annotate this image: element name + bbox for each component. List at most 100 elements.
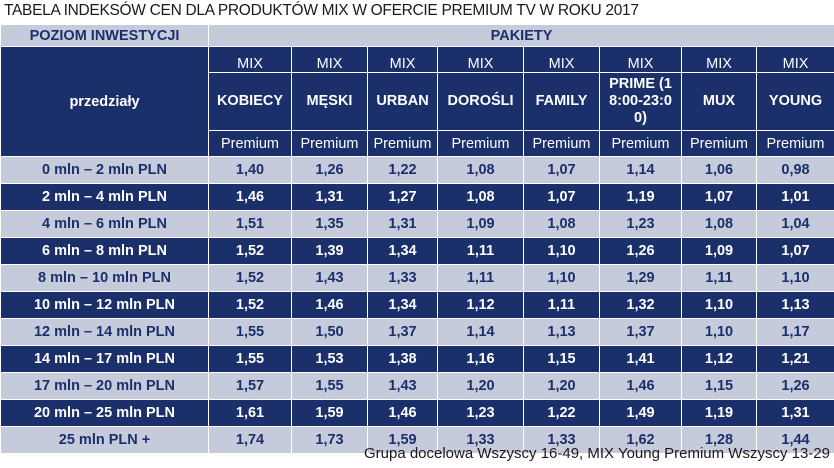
range-cell: 8 mln – 10 mln PLN [0,264,209,292]
index-value-cell: 1,50 [291,318,368,346]
range-cell: 14 mln – 17 mln PLN [0,345,209,373]
index-value-cell: 1,46 [599,372,682,400]
index-value-cell: 1,12 [437,291,524,319]
package-name: MUX [681,72,757,131]
index-value-cell: 1,23 [437,399,524,427]
table-row: 25 mln PLN +1,74 1,73 1,59 1,33 1,33 1,62 1,28… [0,426,834,454]
index-value-cell: 1,55 [208,318,292,346]
package-name: DOROŚLI [437,72,524,131]
index-value-cell: 1,59 [291,399,368,427]
index-value-cell: 1,12 [681,345,757,373]
header-row-prefix: przedziały MIX MIX MIX MIX MIX MIX MIX MIX [0,46,834,157]
table-row: 14 mln – 17 mln PLN 1,55 1,53 1,38 1,16 1,15 1… [0,345,834,373]
header-packages: PAKIETY [207,24,834,47]
index-value-cell: 1,44 [755,426,834,454]
index-value-cell: 1,13 [523,318,600,346]
range-cell: 25 mln PLN + [0,426,209,454]
index-value-cell: 1,31 [367,210,438,238]
range-cell: 20 mln – 25 mln PLN [0,399,209,427]
range-cell: 0 mln – 2 mln PLN [0,156,209,184]
index-value-cell: 1,19 [599,183,682,211]
package-name: KOBIECY [208,72,292,131]
index-value-cell: 1,41 [599,345,682,373]
index-value-cell: 1,33 [367,264,438,292]
header-row-suffix: Premium Premium Premium Premium Premium Premi… [1,130,834,157]
package-prefix: MIX [208,46,292,73]
table-row: 12 mln – 14 mln PLN 1,55 1,50 1,37 1,14 1,13 1… [0,318,834,346]
package-name: YOUNG [755,72,834,131]
index-value-cell: 1,43 [291,264,368,292]
index-value-cell: 1,20 [523,372,600,400]
index-value-cell: 1,55 [291,372,368,400]
index-value-cell: 1,40 [208,156,292,184]
index-value-cell: 1,15 [523,345,600,373]
index-value-cell: 1,31 [755,399,834,427]
index-value-cell: 1,17 [755,318,834,346]
index-value-cell: 1,33 [523,426,600,454]
index-value-cell: 1,57 [208,372,292,400]
footnote: Grupa docelowa Wszyscy 16-49, MIX Young … [363,445,830,462]
index-value-cell: 1,19 [681,399,757,427]
package-prefix: MIX [291,46,368,73]
range-cell: 4 mln – 6 mln PLN [0,210,209,238]
index-value-cell: 1,37 [367,318,438,346]
index-value-cell: 1,46 [208,183,292,211]
package-name: MĘSKI [291,72,368,131]
index-value-cell: 1,46 [367,399,438,427]
index-value-cell: 1,11 [437,264,524,292]
index-value-cell: 1,10 [523,264,600,292]
index-value-cell: 1,11 [437,237,524,265]
package-suffix: Premium [208,130,292,157]
index-value-cell: 1,29 [599,264,682,292]
index-value-cell: 1,08 [523,210,600,238]
index-value-cell: 1,08 [437,156,524,184]
index-value-cell: 1,38 [367,345,438,373]
index-value-cell: 1,28 [681,426,757,454]
index-value-cell: 1,31 [291,183,368,211]
table-header: POZIOM INWESTYCJI PAKIETY przedziały MIX… [0,24,834,157]
index-value-cell: 1,20 [437,372,524,400]
range-cell: 2 mln – 4 mln PLN [0,183,209,211]
index-value-cell: 1,34 [367,291,438,319]
index-value-cell: 1,10 [755,264,834,292]
index-value-cell: 1,46 [291,291,368,319]
package-prefix: MIX [523,46,600,73]
index-value-cell: 1,74 [208,426,292,454]
package-prefix: MIX [681,46,757,73]
index-value-cell: 1,08 [681,210,757,238]
package-suffix: Premium [681,130,757,157]
package-suffix: Premium [523,130,600,157]
index-value-cell: 1,10 [523,237,600,265]
package-name: FAMILY [523,72,600,131]
table-row: 8 mln – 10 mln PLN 1,52 1,43 1,33 1,11 1,10 1,… [0,264,834,292]
table-body: 0 mln – 2 mln PLN 1,40 1,26 1,22 1,08 1,07 1,1… [0,156,834,454]
header-range-label: przedziały [0,46,209,157]
index-value-cell: 1,43 [367,372,438,400]
package-prefix: MIX [437,46,524,73]
index-value-cell: 1,52 [208,291,292,319]
index-value-cell: 1,39 [291,237,368,265]
index-value-cell: 1,33 [437,426,524,454]
index-value-cell: 1,26 [755,372,834,400]
index-value-cell: 1,27 [367,183,438,211]
table-title: TABELA INDEKSÓW CEN DLA PRODUKTÓW MIX W … [4,2,639,19]
price-index-table: POZIOM INWESTYCJI PAKIETY przedziały MIX… [0,24,834,454]
index-value-cell: 1,14 [599,156,682,184]
index-value-cell: 1,11 [681,264,757,292]
index-value-cell: 1,07 [523,183,600,211]
table-row: 17 mln – 20 mln PLN 1,57 1,55 1,43 1,20 1,20 1… [0,372,834,400]
index-value-cell: 1,07 [755,237,834,265]
index-value-cell: 1,10 [681,318,757,346]
table-row: 6 mln – 8 mln PLN 1,52 1,39 1,34 1,11 1,10 1,2… [0,237,834,265]
index-value-cell: 1,52 [208,237,292,265]
index-value-cell: 1,61 [208,399,292,427]
index-value-cell: 1,53 [291,345,368,373]
package-suffix: Premium [291,130,368,157]
table-row: 20 mln – 25 mln PLN 1,61 1,59 1,46 1,23 1,22 1… [0,399,834,427]
index-value-cell: 1,04 [755,210,834,238]
index-value-cell: 1,22 [523,399,600,427]
table-row: 2 mln – 4 mln PLN 1,46 1,31 1,27 1,08 1,07 1,1… [0,183,834,211]
index-value-cell: 1,15 [681,372,757,400]
table-row: 10 mln – 12 mln PLN 1,52 1,46 1,34 1,12 1,11 1… [0,291,834,319]
package-suffix: Premium [367,130,438,157]
